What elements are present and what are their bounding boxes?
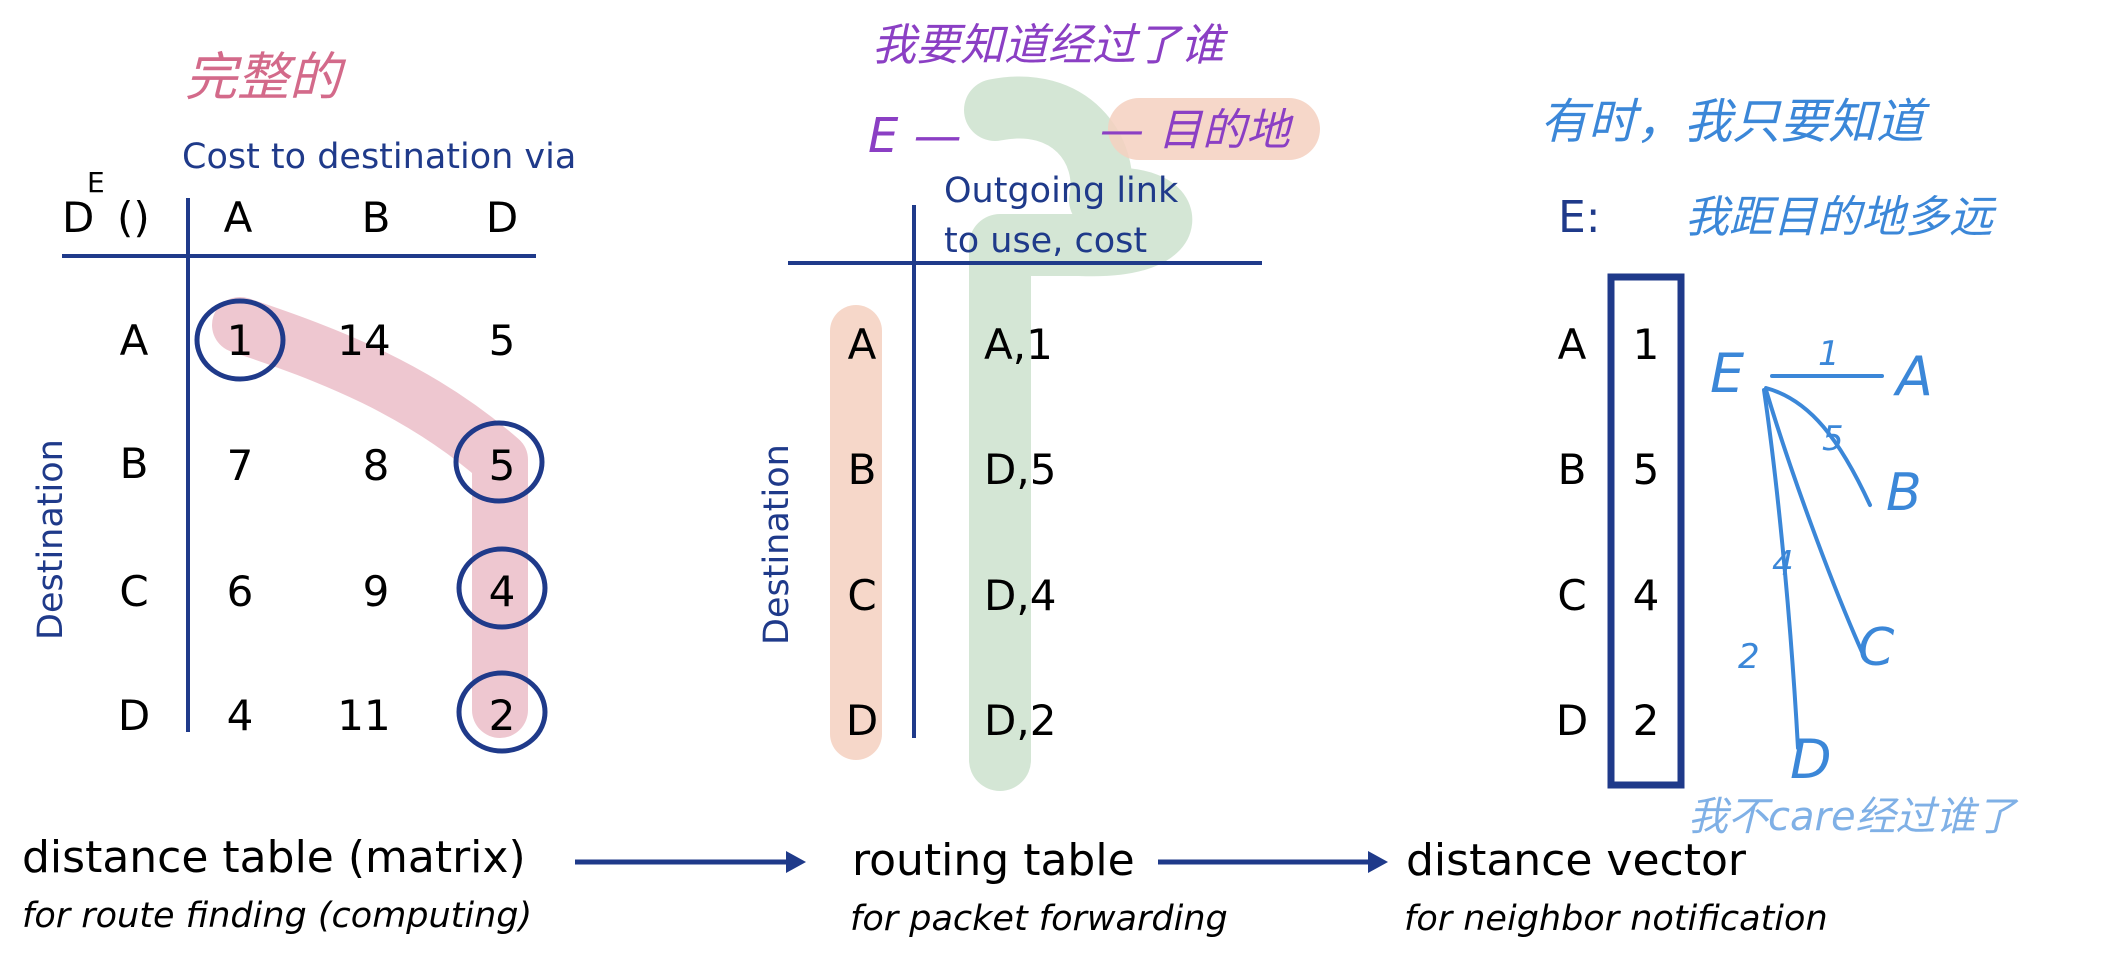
distance-table-subcaption: for route finding (computing)	[22, 896, 532, 936]
cell-a-via-d: 5	[489, 316, 516, 365]
cell-b-via-a: 7	[227, 441, 254, 490]
sketch-node-c: C	[1858, 618, 1895, 678]
vector-row-label-c: C	[1557, 571, 1586, 620]
min-circle-d	[456, 670, 548, 754]
routing-entry-c: D,4	[984, 571, 1056, 620]
node-paren: ()	[117, 193, 150, 242]
sketch-node-d: D	[1790, 728, 1832, 791]
node-superscript: E	[87, 166, 105, 199]
vector-row-label-d: D	[1556, 696, 1588, 745]
distance-table: 完整的 Cost to destination via D E () A B D…	[22, 48, 576, 936]
row-label-b: B	[120, 439, 149, 488]
sketch-cost-b: 5	[1822, 419, 1844, 459]
routing-entry-a: A,1	[984, 320, 1053, 369]
link-column-highlight	[964, 76, 1192, 791]
distance-vector: 有时，我只要知道 E: 我距目的地多远 A B C D 1 5 4 2 E 1 …	[1404, 94, 2019, 939]
handwritten-footer-dont-care: 我不care经过谁了	[1688, 794, 2019, 840]
sketch-cost-d: 2	[1738, 637, 1760, 677]
cell-d-via-d: 2	[489, 691, 516, 740]
handwritten-note-e: E —	[868, 108, 962, 164]
handwritten-note-destination: — 目的地	[1100, 105, 1294, 156]
row-label-a: A	[120, 316, 149, 365]
row-label-d: D	[118, 691, 150, 740]
arrow-routing-to-vector	[1158, 851, 1388, 873]
destination-note-highlight	[1108, 98, 1320, 160]
distance-table-caption: distance table (matrix)	[22, 832, 526, 883]
neighbor-sketch	[1762, 374, 1884, 750]
distance-vector-subcaption: for neighbor notification	[1404, 899, 1828, 939]
column-header-b: B	[362, 193, 391, 242]
cell-a-via-a: 1	[227, 316, 254, 365]
cell-c-via-b: 9	[363, 567, 390, 616]
cell-b-via-d: 5	[489, 441, 516, 490]
vector-value-a: 1	[1633, 320, 1660, 369]
sketch-node-e: E	[1710, 342, 1745, 405]
distance-vector-caption: distance vector	[1406, 835, 1747, 886]
handwritten-note-sometimes: 有时，我只要知道	[1540, 94, 1930, 150]
outgoing-link-header-2: to use, cost	[944, 221, 1147, 261]
min-circle-a	[194, 298, 286, 382]
min-circle-c	[456, 546, 548, 630]
cell-b-via-b: 8	[363, 441, 390, 490]
vector-value-b: 5	[1633, 445, 1660, 494]
handwritten-note-complete: 完整的	[185, 48, 347, 108]
vector-value-c: 4	[1633, 571, 1660, 620]
routing-table-caption: routing table	[852, 835, 1135, 886]
routing-row-label-c: C	[847, 571, 876, 620]
sketch-node-a: A	[1893, 345, 1933, 408]
sketch-edge-c	[1764, 388, 1864, 654]
routing-row-label-b: B	[848, 445, 877, 494]
routing-entry-b: D,5	[984, 445, 1056, 494]
column-header-a: A	[224, 193, 253, 242]
vector-node-label: E:	[1558, 192, 1601, 243]
column-header-d: D	[486, 193, 518, 242]
sketch-cost-a: 1	[1818, 334, 1840, 374]
node-label: D	[62, 193, 94, 242]
outgoing-link-header-1: Outgoing link	[944, 171, 1179, 211]
cell-c-via-d: 4	[489, 567, 516, 616]
handwritten-note-how-far: 我距目的地多远	[1685, 192, 1997, 243]
vector-row-label-a: A	[1558, 320, 1587, 369]
routing-table: 我要知道经过了谁 E — — 目的地 Outgoing link to use,…	[757, 20, 1320, 939]
vector-value-d: 2	[1633, 696, 1660, 745]
sketch-cost-c: 4	[1772, 544, 1794, 584]
handwritten-note-via: 我要知道经过了谁	[872, 20, 1229, 71]
min-circle-b	[453, 420, 545, 504]
cell-a-via-b: 14	[337, 316, 390, 365]
cell-d-via-b: 11	[337, 691, 390, 740]
routing-row-label-a: A	[848, 320, 877, 369]
cost-header: Cost to destination via	[182, 137, 576, 177]
arrow-matrix-to-routing	[575, 851, 806, 873]
sketch-edge-d	[1762, 388, 1800, 750]
vector-row-label-b: B	[1558, 445, 1587, 494]
destination-column-highlight	[830, 305, 882, 760]
min-path-highlight	[212, 297, 528, 738]
sketch-edge-b	[1764, 386, 1872, 507]
routing-entry-d: D,2	[984, 696, 1056, 745]
sketch-node-b: B	[1886, 463, 1922, 523]
row-label-c: C	[119, 567, 148, 616]
routing-table-subcaption: for packet forwarding	[850, 899, 1228, 939]
routing-destination-axis-label: Destination	[757, 444, 797, 645]
cell-d-via-a: 4	[227, 691, 254, 740]
routing-row-label-d: D	[846, 696, 878, 745]
vector-box	[1607, 273, 1685, 789]
destination-axis-label: Destination	[31, 439, 71, 640]
cell-c-via-a: 6	[227, 567, 254, 616]
